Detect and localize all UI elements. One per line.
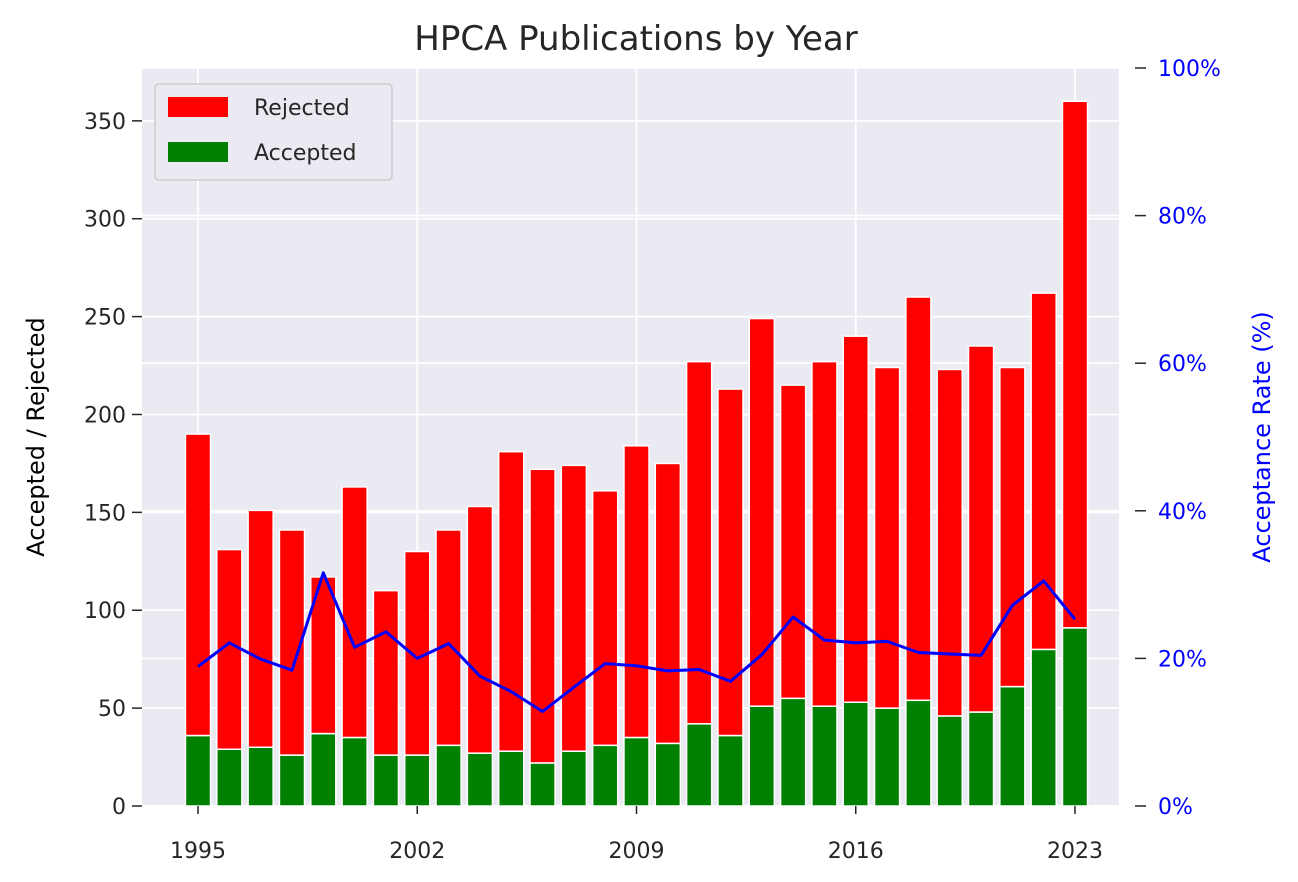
bar-rejected	[1030, 292, 1057, 651]
bar-accepted	[999, 685, 1026, 807]
bar-accepted	[435, 744, 462, 807]
bar-rejected	[1061, 100, 1089, 629]
bar-accepted	[623, 736, 650, 807]
y2-tick-label: 100%	[1158, 57, 1221, 82]
y-tick-label: 0	[112, 795, 126, 820]
bar-accepted	[341, 736, 368, 807]
left-y-axis: 0 50 100 150 200 250 300 350	[84, 110, 142, 820]
bar-accepted	[811, 705, 838, 807]
y2-tick-label: 0%	[1158, 795, 1193, 820]
y-tick-label: 150	[84, 501, 126, 526]
legend-label-rejected: Rejected	[254, 96, 350, 121]
bar-rejected	[936, 368, 963, 717]
y-tick-label: 50	[98, 697, 126, 722]
bar-rejected	[717, 388, 744, 737]
bar-rejected	[779, 384, 807, 700]
bar-rejected	[905, 296, 932, 702]
right-y-axis: 0% 20% 40% 60% 80% 100%	[1135, 57, 1221, 820]
bar-rejected	[748, 317, 776, 707]
y2-tick-label: 80%	[1158, 205, 1207, 230]
y-axis-label: Accepted / Rejected	[22, 317, 50, 557]
bar-rejected	[247, 509, 274, 749]
x-tick-label: 1995	[170, 839, 226, 864]
bar-accepted	[403, 754, 431, 807]
bar-accepted	[842, 701, 870, 807]
legend-swatch-accepted	[168, 142, 228, 162]
bars	[184, 100, 1089, 807]
bar-rejected	[591, 490, 619, 747]
bar-accepted	[278, 754, 306, 807]
bar-rejected	[435, 529, 462, 747]
chart-title: HPCA Publications by Year	[414, 19, 857, 59]
x-tick-label: 2009	[609, 839, 665, 864]
bar-accepted	[560, 750, 588, 807]
y2-tick-label: 60%	[1158, 352, 1207, 377]
bar-accepted	[779, 697, 807, 807]
legend-swatch-rejected	[168, 97, 228, 117]
bar-accepted	[216, 748, 243, 807]
bar-rejected	[466, 505, 494, 754]
bar-rejected	[842, 335, 870, 703]
bar-accepted	[967, 711, 995, 807]
x-tick-label: 2016	[828, 839, 884, 864]
x-tick-label: 2002	[389, 839, 445, 864]
bar-accepted	[873, 707, 901, 807]
bar-accepted	[310, 732, 337, 807]
bar-accepted	[654, 742, 682, 807]
bar-rejected	[967, 345, 995, 713]
bar-accepted	[1061, 627, 1089, 807]
bar-rejected	[497, 450, 525, 752]
bar-accepted	[905, 699, 932, 807]
acceptance-rate-line	[197, 571, 1077, 713]
y2-axis-label: Acceptance Rate (%)	[1248, 311, 1276, 563]
acceptance-rate-polyline	[197, 571, 1077, 713]
x-tick-label: 2023	[1047, 839, 1103, 864]
y-tick-label: 300	[84, 208, 126, 233]
bar-accepted	[497, 750, 525, 807]
bar-rejected	[685, 360, 713, 725]
bar-accepted	[717, 734, 744, 807]
x-axis: 1995 2002 2009 2016 2023	[170, 806, 1103, 864]
legend: Rejected Accepted	[154, 83, 393, 181]
bar-accepted	[529, 762, 556, 807]
y-tick-label: 100	[84, 599, 126, 624]
bar-accepted	[372, 754, 400, 807]
bar-accepted	[748, 705, 776, 807]
bar-accepted	[247, 746, 274, 807]
y2-tick-label: 40%	[1158, 500, 1207, 525]
bar-rejected	[811, 360, 838, 707]
bar-accepted	[685, 723, 713, 807]
bar-accepted	[184, 734, 212, 807]
y-tick-label: 250	[84, 306, 126, 331]
y2-tick-label: 20%	[1158, 647, 1207, 672]
bar-accepted	[591, 744, 619, 807]
bar-rejected	[341, 486, 368, 739]
bar-rejected	[372, 589, 400, 756]
bar-rejected	[529, 468, 556, 764]
y-tick-label: 350	[84, 110, 126, 135]
bar-accepted	[466, 752, 494, 807]
bar-rejected	[623, 445, 650, 739]
y-tick-label: 200	[84, 403, 126, 428]
bar-rejected	[999, 366, 1026, 688]
bar-rejected	[873, 366, 901, 709]
bar-rejected	[184, 433, 212, 737]
bar-rejected	[654, 462, 682, 745]
legend-label-accepted: Accepted	[254, 141, 356, 166]
bar-accepted	[936, 715, 963, 807]
bar-accepted	[1030, 648, 1057, 807]
bar-rejected	[560, 464, 588, 752]
